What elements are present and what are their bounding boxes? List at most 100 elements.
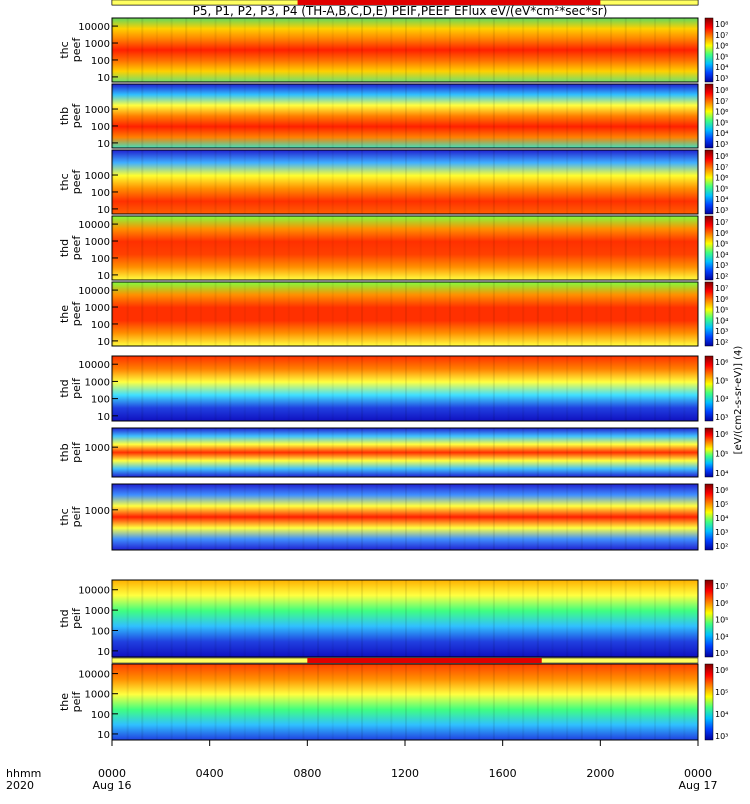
texture-stripe <box>346 428 349 477</box>
texture-stripe <box>155 216 158 280</box>
texture-stripe <box>141 216 144 280</box>
texture-stripe <box>610 18 613 82</box>
texture-stripe <box>463 18 466 82</box>
texture-stripe <box>405 150 407 214</box>
texture-stripe <box>287 282 290 346</box>
texture-stripe <box>492 580 495 657</box>
colorbar-tick-label: 10⁷ <box>715 284 728 293</box>
y-tick-label: 10000 <box>78 286 110 297</box>
colorbar-tick-label: 10² <box>715 542 728 551</box>
x-tick-date: Aug 17 <box>679 779 718 792</box>
y-tick-label: 10000 <box>78 220 110 231</box>
texture-stripe <box>170 356 173 421</box>
texture-stripe <box>668 150 671 214</box>
panel-probe-label: thd <box>58 609 71 627</box>
texture-stripe <box>551 282 554 346</box>
texture-stripe <box>522 664 525 740</box>
colorbar-tick-label: 10⁵ <box>715 240 728 249</box>
texture-stripe <box>551 580 554 657</box>
coverage-bar <box>307 658 542 663</box>
texture-stripe <box>522 282 525 346</box>
colorbar <box>704 281 714 347</box>
texture-stripe <box>654 484 657 550</box>
texture-stripe <box>361 356 364 421</box>
texture-stripe <box>624 282 627 346</box>
texture-stripe <box>463 216 466 280</box>
colorbar-tick-label: 10⁵ <box>715 688 728 697</box>
texture-stripe <box>229 484 232 550</box>
colorbar-tick-label: 10⁸ <box>715 86 728 95</box>
y-tick-label: 100 <box>91 320 110 331</box>
texture-stripe <box>507 356 510 421</box>
texture-stripe <box>522 84 525 148</box>
texture-stripe <box>683 664 686 740</box>
y-tick-label: 10000 <box>78 670 110 681</box>
texture-stripe <box>654 428 657 477</box>
texture-stripe <box>214 18 217 82</box>
texture-stripe <box>375 580 378 657</box>
texture-stripe <box>492 484 495 550</box>
texture-stripe <box>243 484 246 550</box>
texture-stripe <box>375 428 378 477</box>
texture-stripe <box>522 580 525 657</box>
texture-stripe <box>287 84 290 148</box>
colorbar-label: [eV/(cm2-s-sr-eV)] (4) <box>733 346 744 455</box>
texture-stripe <box>170 18 173 82</box>
texture-stripe <box>639 664 642 740</box>
texture-stripe <box>654 580 657 657</box>
texture-stripe <box>346 484 349 550</box>
texture-stripe <box>126 216 129 280</box>
texture-stripe <box>185 84 188 148</box>
texture-stripe <box>199 484 202 550</box>
texture-stripe <box>243 356 246 421</box>
texture-stripe <box>419 282 422 346</box>
panel-product-label: peef <box>70 301 83 327</box>
texture-stripe <box>551 664 554 740</box>
texture-stripe <box>361 484 364 550</box>
texture-stripe <box>654 356 657 421</box>
texture-stripe <box>185 484 188 550</box>
texture-stripe <box>331 84 334 148</box>
colorbar <box>704 427 714 478</box>
texture-stripe <box>331 150 334 214</box>
texture-stripe <box>112 150 114 214</box>
panel-frame <box>111 355 699 422</box>
x-tick-date: Aug 16 <box>93 779 132 792</box>
colorbar-tick-label: 10⁶ <box>715 174 728 183</box>
texture-stripe <box>580 84 583 148</box>
texture-stripe <box>214 282 217 346</box>
texture-stripe <box>361 428 364 477</box>
texture-stripe <box>229 84 232 148</box>
colorbar <box>704 17 714 83</box>
texture-stripe <box>434 18 437 82</box>
texture-stripe <box>331 580 334 657</box>
texture-stripe <box>405 282 407 346</box>
texture-stripe <box>141 356 144 421</box>
texture-stripe <box>434 282 437 346</box>
colorbar-tick-label: 10³ <box>715 140 728 149</box>
texture-stripe <box>551 356 554 421</box>
texture-stripe <box>331 484 334 550</box>
colorbar-tick-label: 10⁷ <box>715 163 728 172</box>
texture-stripe <box>346 282 349 346</box>
texture-stripe <box>448 84 451 148</box>
texture-stripe <box>141 18 144 82</box>
x-tick-label: 0800 <box>293 767 321 780</box>
texture-stripe <box>478 428 481 477</box>
texture-stripe <box>346 356 349 421</box>
texture-stripe <box>302 356 305 421</box>
texture-stripe <box>375 484 378 550</box>
y-tick-label: 10000 <box>78 22 110 33</box>
texture-stripe <box>610 150 613 214</box>
texture-stripe <box>610 664 613 740</box>
texture-stripe <box>434 84 437 148</box>
texture-stripe <box>214 664 217 740</box>
texture-stripe <box>170 216 173 280</box>
texture-stripe <box>287 580 290 657</box>
texture-stripe <box>624 150 627 214</box>
texture-stripe <box>126 580 129 657</box>
